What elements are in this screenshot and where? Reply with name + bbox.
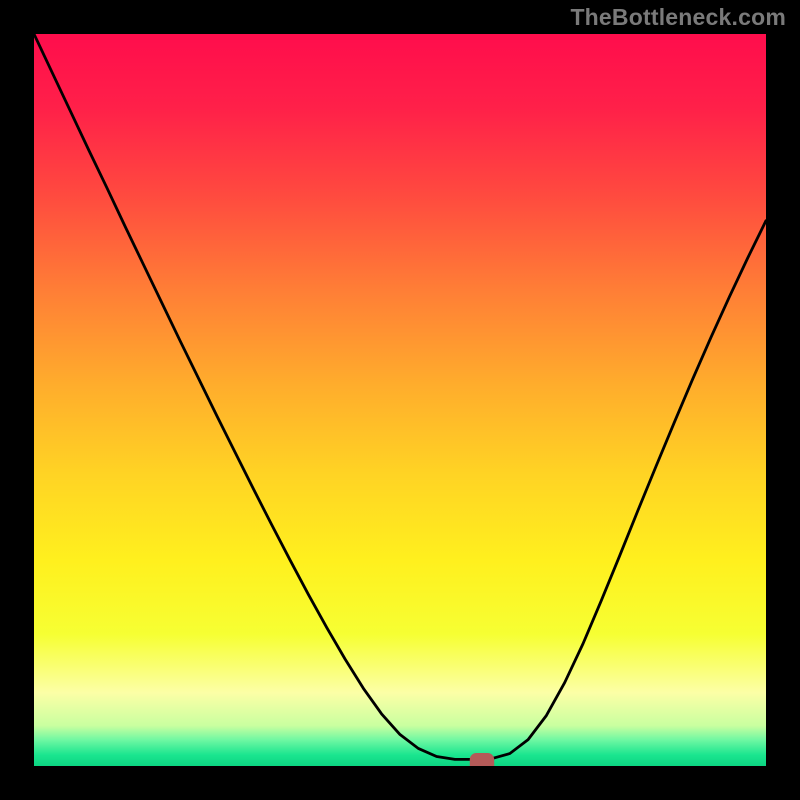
- chart-frame: TheBottleneck.com: [0, 0, 800, 800]
- gradient-background: [34, 34, 766, 766]
- bottleneck-chart: [0, 0, 800, 800]
- watermark-text: TheBottleneck.com: [570, 4, 786, 31]
- optimum-marker: [470, 754, 493, 772]
